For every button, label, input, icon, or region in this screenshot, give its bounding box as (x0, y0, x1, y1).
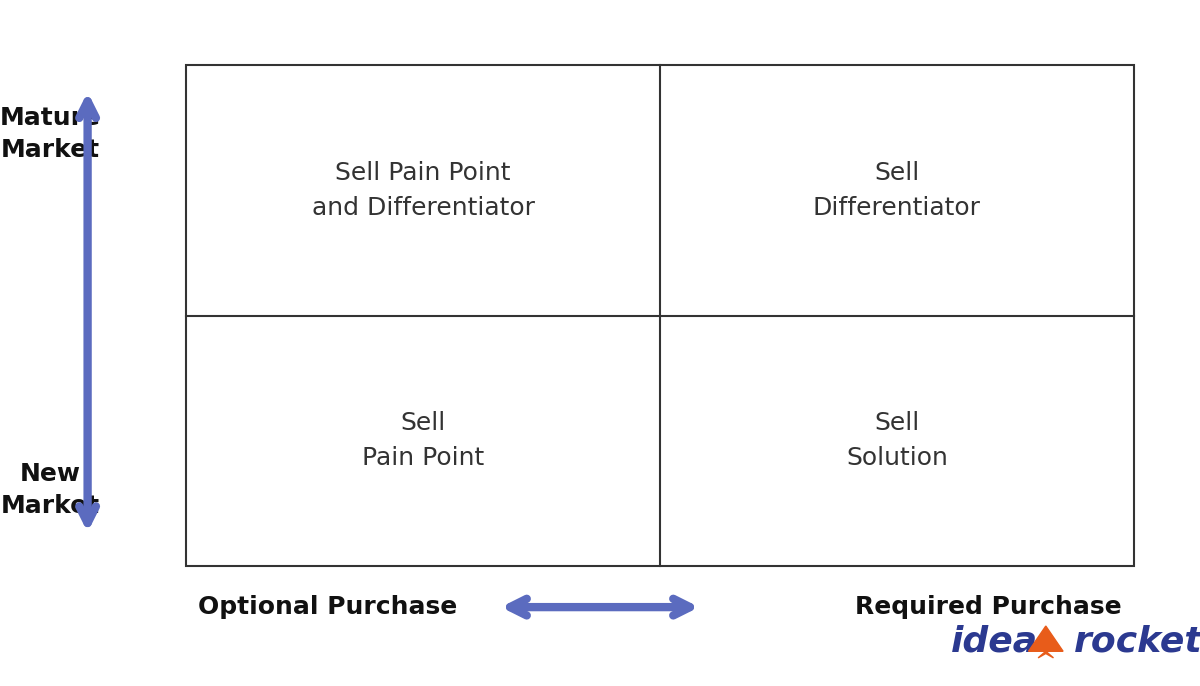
Text: Mature
Market: Mature Market (0, 106, 101, 162)
Text: Sell
Solution: Sell Solution (846, 411, 948, 471)
Text: Required Purchase: Required Purchase (856, 595, 1122, 619)
Text: New
Market: New Market (1, 462, 100, 518)
Text: rocket: rocket (1074, 624, 1200, 659)
Text: Sell
Differentiator: Sell Differentiator (814, 161, 982, 220)
Text: Sell
Pain Point: Sell Pain Point (362, 411, 484, 471)
Text: Sell Pain Point
and Differentiator: Sell Pain Point and Differentiator (312, 161, 534, 220)
Text: Optional Purchase: Optional Purchase (198, 595, 457, 619)
Text: idea: idea (950, 624, 1038, 659)
Polygon shape (1038, 651, 1054, 658)
Bar (186, 65, 1134, 566)
Polygon shape (1028, 626, 1063, 651)
